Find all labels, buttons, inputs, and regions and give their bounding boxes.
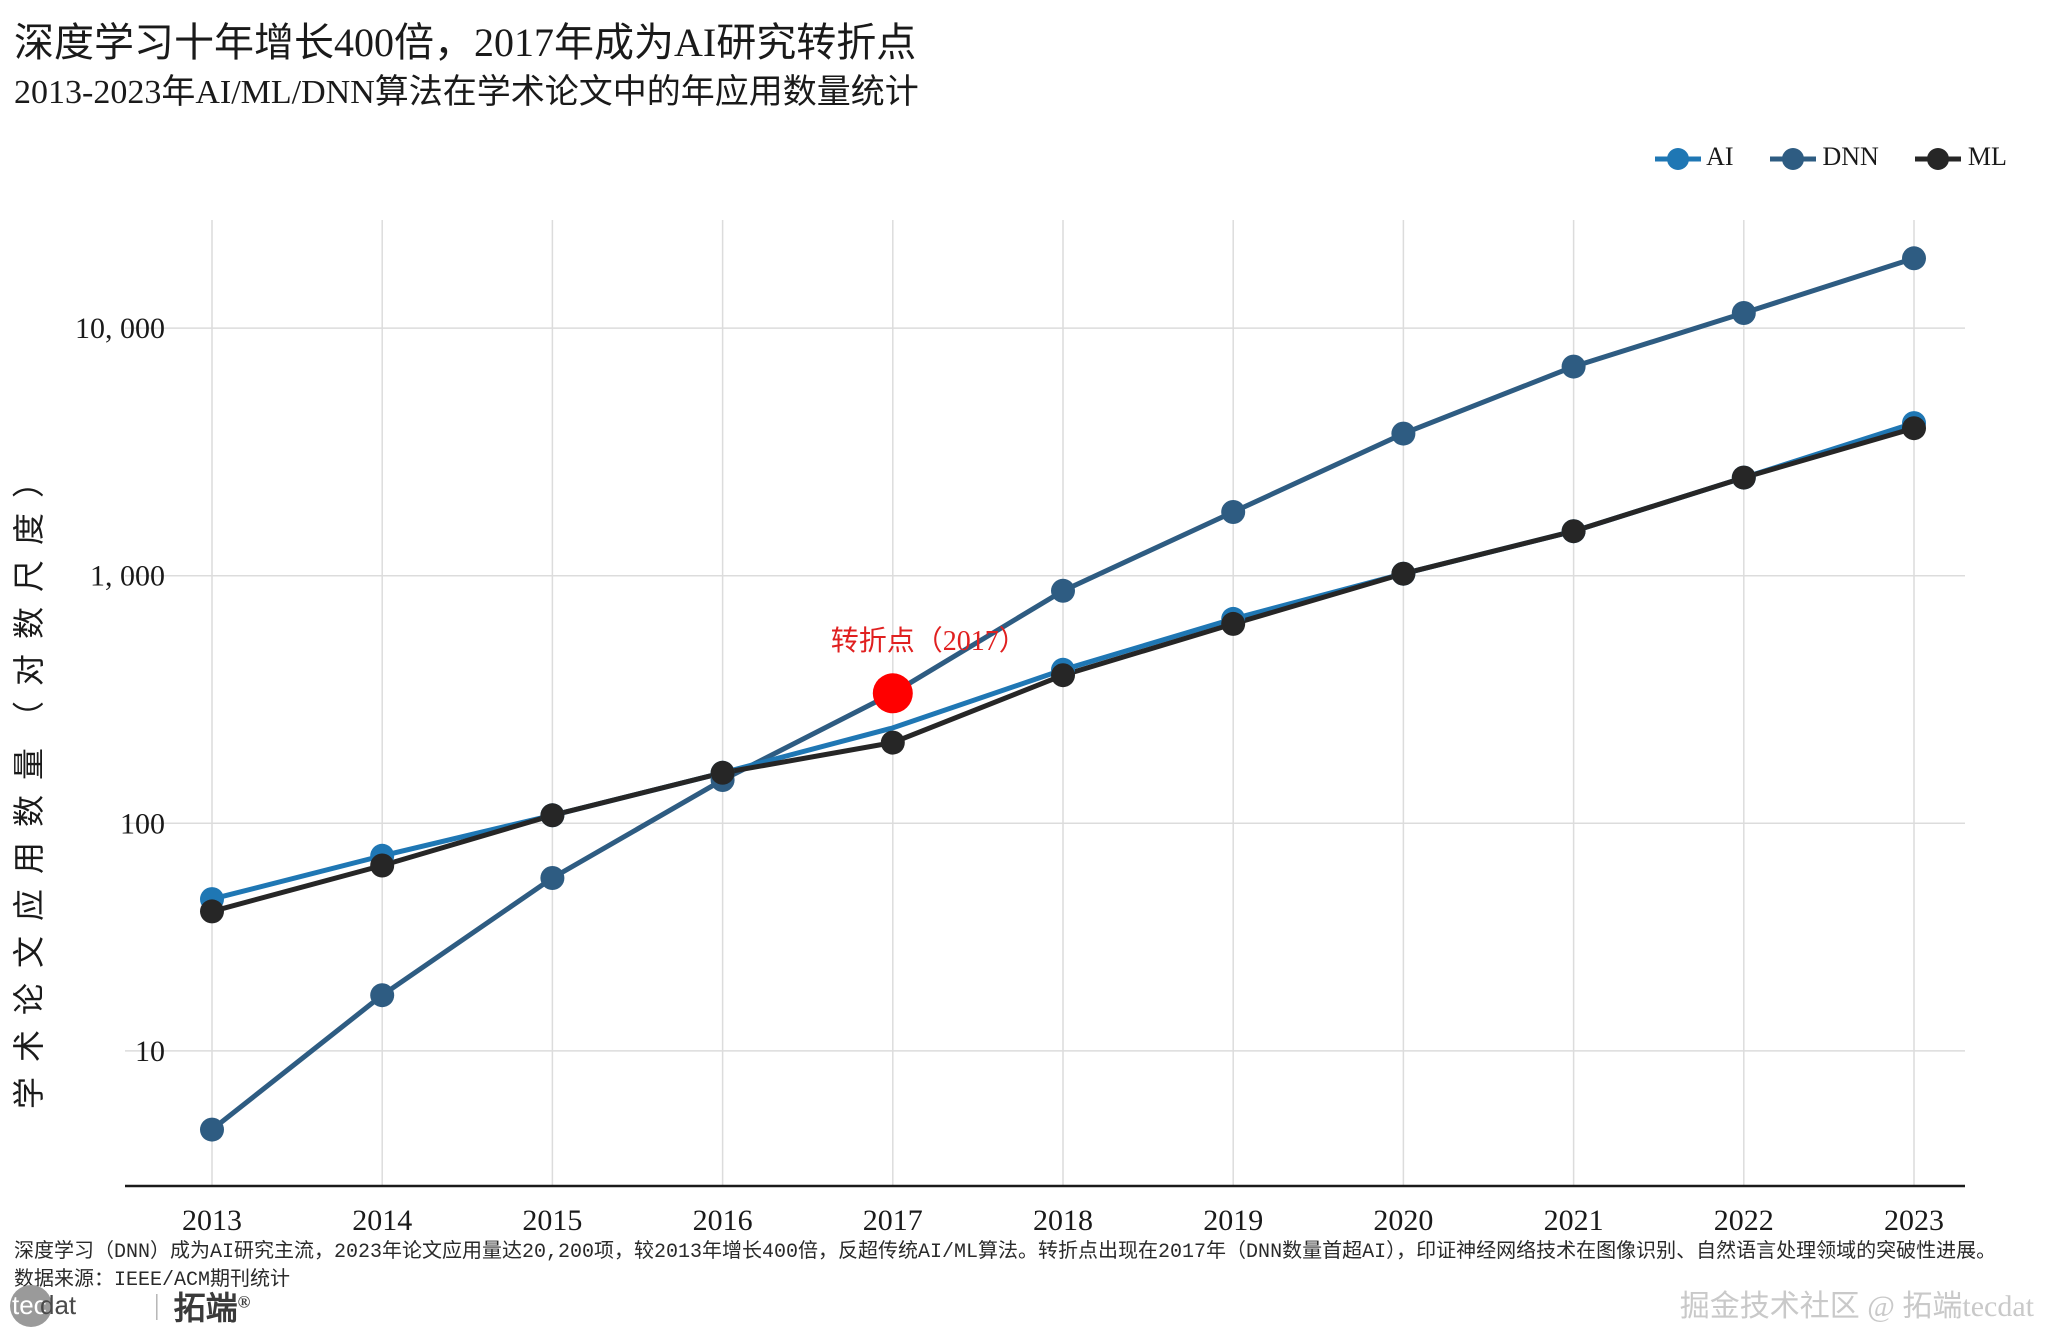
svg-text:2023: 2023 (1884, 1204, 1944, 1237)
svg-text:2015: 2015 (522, 1204, 582, 1237)
svg-text:学术论文应用数量（对数尺度）: 学术论文应用数量（对数尺度） (11, 451, 47, 1109)
svg-text:10, 000: 10, 000 (75, 312, 165, 345)
svg-text:2022: 2022 (1714, 1204, 1774, 1237)
svg-text:dat: dat (40, 1290, 77, 1320)
svg-text:2017: 2017 (863, 1204, 923, 1237)
svg-text:100: 100 (120, 807, 165, 840)
svg-text:2018: 2018 (1033, 1204, 1093, 1237)
svg-text:2014: 2014 (352, 1204, 412, 1237)
svg-text:10: 10 (135, 1035, 165, 1068)
svg-text:2021: 2021 (1544, 1204, 1604, 1237)
svg-text:2019: 2019 (1203, 1204, 1263, 1237)
svg-text:2020: 2020 (1373, 1204, 1433, 1237)
svg-text:1, 000: 1, 000 (90, 560, 165, 593)
svg-text:转折点（2017）: 转折点（2017） (831, 625, 1027, 657)
svg-text:2013: 2013 (182, 1204, 242, 1237)
svg-text:2016: 2016 (693, 1204, 753, 1237)
